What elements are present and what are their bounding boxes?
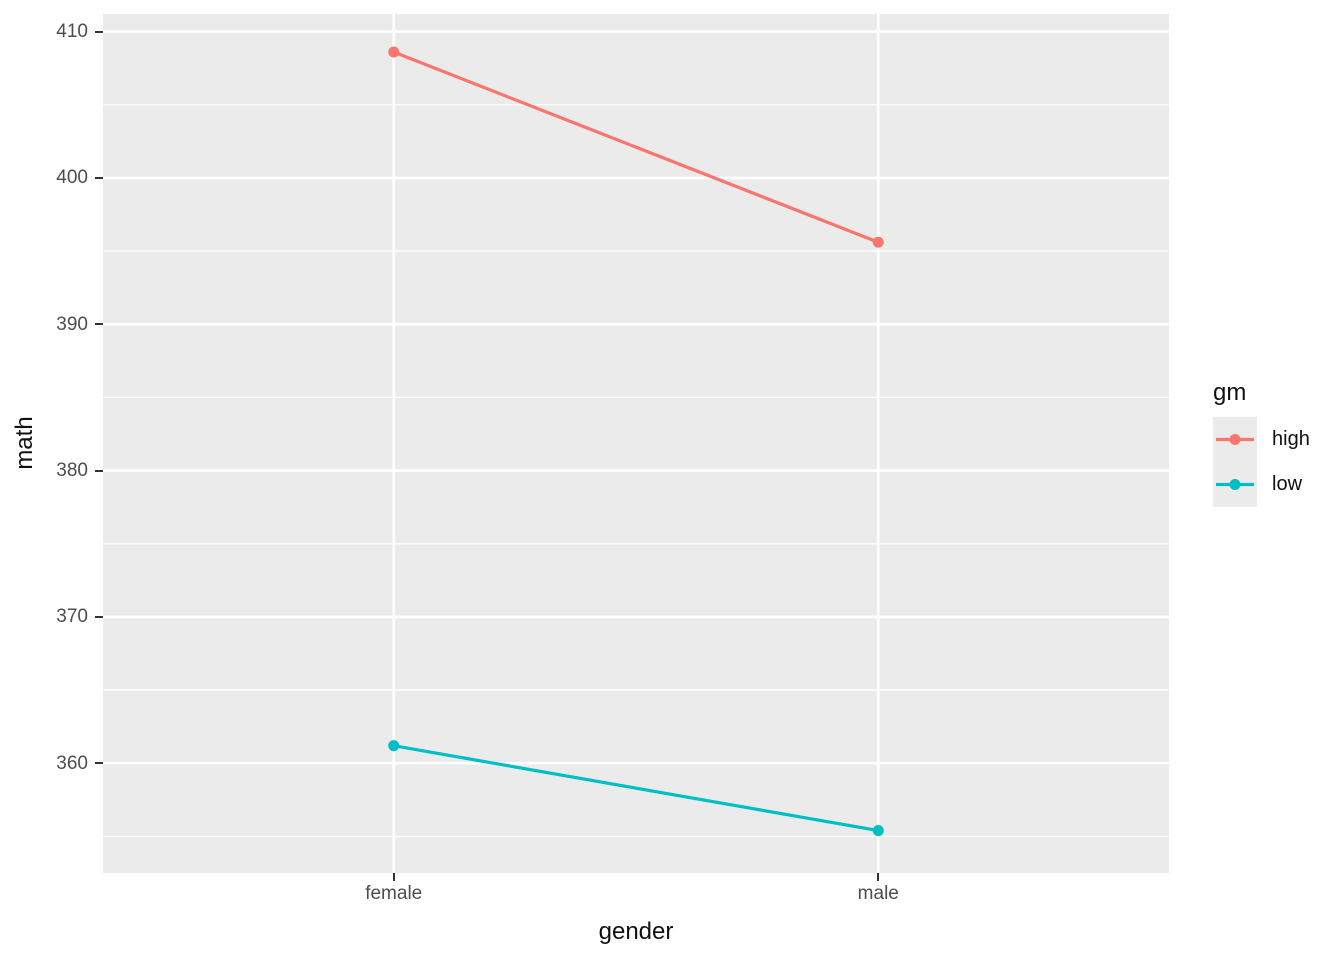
y-tick-mark: [95, 323, 103, 326]
y-tick-label: 370: [56, 606, 88, 628]
plot-panel: [103, 14, 1169, 873]
legend: gm high low: [1213, 380, 1310, 507]
x-tick-label-female: female: [365, 883, 423, 904]
y-tick-label: 390: [56, 313, 88, 335]
data-point-high-male: [872, 236, 884, 248]
y-tick-mark: [95, 615, 103, 618]
legend-title: gm: [1213, 379, 1247, 406]
y-tick-label: 410: [56, 21, 88, 43]
data-point-low-male: [872, 825, 884, 837]
data-point-low-female: [388, 740, 400, 752]
legend-label-low: low: [1272, 473, 1303, 495]
legend-key-high-icon: [1213, 417, 1257, 462]
x-tick-label-male: male: [857, 883, 899, 904]
series-line-high: [393, 50, 879, 244]
legend-label-high: high: [1272, 428, 1310, 450]
x-tick-mark: [877, 873, 880, 881]
plot-area: [103, 14, 1169, 873]
legend-entry-high: high: [1213, 417, 1310, 462]
y-tick-mark: [95, 469, 103, 472]
y-tick-mark: [95, 762, 103, 765]
x-axis-title: gender: [598, 918, 674, 945]
x-tick-mark: [392, 873, 395, 881]
y-tick-mark: [95, 30, 103, 33]
y-tick-label: 360: [56, 752, 88, 774]
legend-entry-low: low: [1213, 462, 1310, 507]
y-tick-mark: [95, 176, 103, 179]
y-tick-label: 400: [56, 167, 88, 189]
series-line-low: [393, 744, 879, 833]
y-tick-label: 380: [56, 460, 88, 482]
legend-key-low-icon: [1213, 462, 1257, 507]
data-point-high-female: [388, 46, 400, 58]
